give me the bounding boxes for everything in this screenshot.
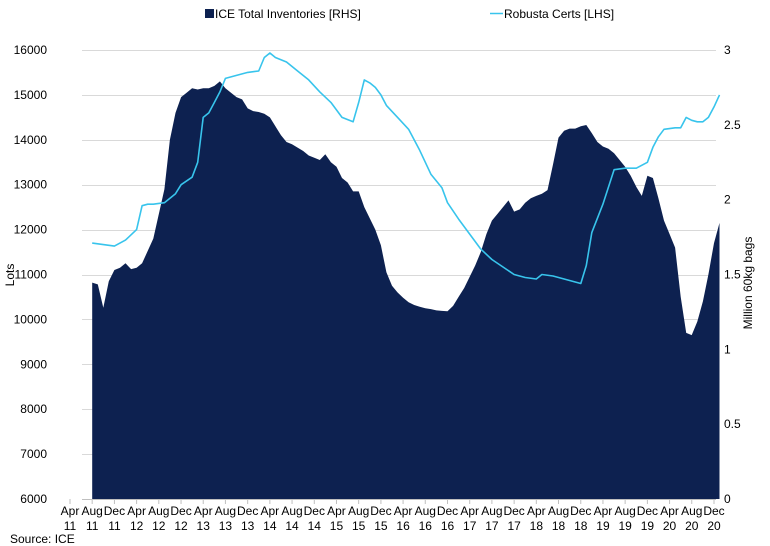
x-axis: Apr11Aug11Dec11Apr12Aug12Dec12Apr13Aug13… — [61, 499, 725, 533]
x-tick-label-year: 12 — [174, 519, 188, 533]
x-tick-label-year: 17 — [507, 519, 521, 533]
x-tick-label-year: 12 — [130, 519, 144, 533]
right-tick-label: 3 — [724, 43, 731, 57]
x-tick-label-year: 19 — [641, 519, 655, 533]
x-tick-label-year: 13 — [197, 519, 211, 533]
x-tick-label-year: 18 — [552, 519, 566, 533]
x-tick-label-month: Dec — [703, 504, 724, 518]
x-tick-label-month: Apr — [460, 504, 479, 518]
x-tick-label-month: Dec — [437, 504, 458, 518]
left-tick-label: 8000 — [20, 402, 47, 416]
x-tick-label-month: Aug — [614, 504, 635, 518]
x-tick-label-year: 11 — [108, 519, 121, 533]
plot-area — [92, 52, 721, 500]
x-tick-label-month: Dec — [304, 504, 325, 518]
x-tick-label-year: 18 — [530, 519, 544, 533]
x-tick-label-month: Dec — [637, 504, 658, 518]
x-tick-label-month: Aug — [348, 504, 369, 518]
x-tick-label-month: Dec — [570, 504, 591, 518]
right-tick-label: 0.5 — [724, 417, 741, 431]
x-tick-label-month: Aug — [215, 504, 236, 518]
left-axis: 6000 7000 8000 9000 10000 11000 12000 13000 1400… — [14, 43, 48, 506]
left-tick-label: 11000 — [15, 268, 48, 282]
series-line-robusta-certs — [92, 52, 721, 285]
x-tick-label-year: 14 — [308, 519, 322, 533]
left-tick-label: 12000 — [14, 223, 48, 237]
right-tick-label: 1 — [724, 342, 731, 356]
right-axis: 0 0.5 1 1.5 2 2.5 3 — [724, 43, 741, 506]
x-tick-label-year: 15 — [330, 519, 344, 533]
x-tick-label-year: 14 — [263, 519, 277, 533]
right-tick-label: 2 — [724, 193, 731, 207]
x-tick-label-month: Dec — [237, 504, 258, 518]
legend-label-inventories: ICE Total Inventories [RHS] — [215, 7, 361, 21]
x-tick-label-year: 12 — [152, 519, 166, 533]
x-tick-label-month: Dec — [104, 504, 125, 518]
legend-swatch-inventories — [205, 9, 214, 18]
x-tick-label-month: Apr — [61, 504, 80, 518]
x-tick-label-month: Aug — [82, 504, 103, 518]
x-tick-label-year: 16 — [441, 519, 455, 533]
x-tick-label-year: 19 — [596, 519, 610, 533]
x-tick-label-month: Dec — [503, 504, 524, 518]
legend-label-robusta: Robusta Certs [LHS] — [504, 7, 614, 21]
left-tick-label: 16000 — [14, 43, 48, 57]
right-tick-label: 1.5 — [724, 268, 741, 282]
x-tick-label-year: 16 — [396, 519, 410, 533]
x-tick-label-year: 15 — [374, 519, 388, 533]
source-note: Source: ICE — [10, 532, 75, 546]
x-tick-label-month: Apr — [261, 504, 280, 518]
left-tick-label: 14000 — [14, 133, 48, 147]
x-tick-label-year: 11 — [86, 519, 99, 533]
x-tick-label-month: Apr — [527, 504, 546, 518]
x-tick-label-month: Dec — [170, 504, 191, 518]
series-area-ice-inventories — [92, 81, 720, 500]
left-axis-title: Lots — [3, 264, 17, 287]
x-tick-label-month: Aug — [148, 504, 169, 518]
x-tick-label-month: Apr — [660, 504, 679, 518]
left-tick-label: 6000 — [20, 492, 47, 506]
legend: ICE Total Inventories [RHS] Robusta Cert… — [205, 7, 614, 21]
x-tick-label-year: 15 — [352, 519, 366, 533]
x-tick-label-month: Aug — [415, 504, 436, 518]
left-tick-label: 7000 — [20, 447, 47, 461]
x-tick-label-month: Aug — [681, 504, 702, 518]
x-tick-label-year: 18 — [574, 519, 588, 533]
x-tick-label-year: 11 — [64, 519, 77, 533]
x-tick-label-month: Dec — [370, 504, 391, 518]
x-tick-label-month: Aug — [281, 504, 302, 518]
right-axis-title: Million 60kg bags — [741, 237, 755, 330]
x-tick-label-month: Apr — [194, 504, 213, 518]
left-tick-label: 15000 — [14, 88, 48, 102]
right-tick-label: 2.5 — [724, 118, 741, 132]
x-tick-label-month: Apr — [127, 504, 146, 518]
x-tick-label-year: 13 — [219, 519, 233, 533]
x-tick-label-month: Apr — [394, 504, 413, 518]
left-tick-label: 9000 — [20, 357, 47, 371]
x-tick-label-year: 14 — [285, 519, 299, 533]
x-tick-label-year: 16 — [419, 519, 433, 533]
x-tick-label-year: 17 — [463, 519, 477, 533]
x-tick-label-month: Apr — [594, 504, 613, 518]
x-tick-label-year: 20 — [707, 519, 721, 533]
x-tick-label-year: 17 — [485, 519, 499, 533]
x-tick-label-year: 20 — [663, 519, 677, 533]
x-tick-label-year: 13 — [241, 519, 255, 533]
left-tick-label: 10000 — [14, 312, 48, 326]
x-tick-label-year: 19 — [618, 519, 632, 533]
x-tick-label-month: Apr — [327, 504, 346, 518]
x-tick-label-year: 20 — [685, 519, 699, 533]
x-tick-label-month: Aug — [548, 504, 569, 518]
right-tick-label: 0 — [724, 492, 731, 506]
x-tick-label-month: Aug — [481, 504, 502, 518]
left-tick-label: 13000 — [14, 178, 48, 192]
